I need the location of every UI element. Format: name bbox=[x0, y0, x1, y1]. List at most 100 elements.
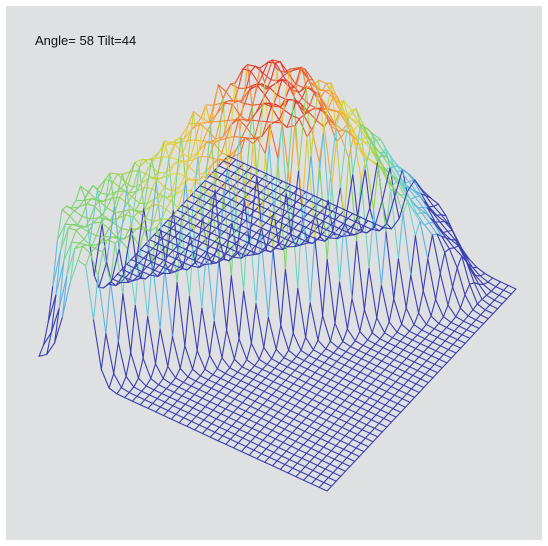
grid-row-segment bbox=[278, 109, 285, 121]
grid-row-segment bbox=[131, 395, 138, 402]
grid-column-segment bbox=[281, 122, 291, 186]
grid-row-segment bbox=[298, 444, 304, 451]
grid-column-segment bbox=[92, 221, 102, 224]
grid-column-segment bbox=[345, 386, 355, 392]
grid-column-segment bbox=[316, 238, 326, 242]
surface-plot[interactable] bbox=[6, 6, 542, 540]
grid-column-segment bbox=[174, 189, 184, 196]
grid-row-segment bbox=[415, 378, 422, 385]
grid-column-segment bbox=[229, 177, 239, 183]
grid-column-segment bbox=[335, 409, 344, 415]
grid-column-segment bbox=[316, 358, 325, 364]
grid-row-segment bbox=[173, 386, 180, 393]
grid-row-segment bbox=[439, 220, 446, 223]
grid-column-segment bbox=[322, 411, 332, 416]
grid-column-segment bbox=[203, 419, 213, 425]
grid-row-segment bbox=[263, 195, 270, 202]
grid-column-segment bbox=[428, 222, 438, 235]
grid-row-segment bbox=[453, 325, 460, 332]
grid-column-segment bbox=[468, 258, 478, 269]
grid-column-segment bbox=[98, 200, 108, 209]
grid-row-segment bbox=[120, 375, 127, 389]
grid-row-segment bbox=[266, 358, 273, 365]
grid-column-segment bbox=[125, 214, 135, 218]
grid-column-segment bbox=[398, 389, 408, 395]
grid-column-segment bbox=[348, 359, 358, 365]
grid-row-segment bbox=[97, 214, 103, 219]
grid-row-segment bbox=[197, 242, 203, 249]
grid-column-segment bbox=[218, 391, 228, 396]
grid-column-segment bbox=[430, 315, 440, 325]
grid-column-segment bbox=[356, 168, 366, 217]
grid-column-segment bbox=[293, 454, 303, 459]
grid-row-segment bbox=[226, 425, 233, 432]
grid-column-segment bbox=[424, 373, 434, 379]
grid-row-segment bbox=[315, 437, 321, 445]
grid-column-segment bbox=[353, 354, 363, 360]
grid-row-segment bbox=[346, 452, 353, 459]
grid-column-segment bbox=[272, 105, 282, 108]
grid-row-segment bbox=[244, 89, 250, 105]
grid-column-segment bbox=[274, 212, 284, 218]
grid-row-segment bbox=[184, 295, 191, 347]
grid-row-segment bbox=[203, 414, 210, 421]
grid-row-segment bbox=[291, 356, 297, 363]
grid-column-segment bbox=[339, 369, 349, 375]
grid-row-segment bbox=[311, 358, 318, 365]
grid-row-segment bbox=[204, 210, 211, 217]
grid-column-segment bbox=[227, 381, 237, 387]
grid-column-segment bbox=[243, 198, 253, 203]
grid-column-segment bbox=[351, 368, 361, 373]
grid-column-segment bbox=[275, 348, 285, 359]
grid-column-segment bbox=[443, 353, 453, 359]
grid-row-segment bbox=[137, 357, 144, 379]
grid-column-segment bbox=[313, 420, 323, 426]
grid-column-segment bbox=[342, 222, 352, 228]
grid-column-segment bbox=[341, 462, 351, 467]
grid-row-segment bbox=[317, 375, 324, 382]
grid-column-segment bbox=[98, 239, 108, 245]
grid-row-segment bbox=[387, 337, 393, 344]
grid-column-segment bbox=[264, 461, 274, 467]
grid-column-segment bbox=[234, 68, 244, 84]
grid-column-segment bbox=[315, 442, 325, 448]
grid-row-segment bbox=[106, 197, 113, 209]
grid-row-segment bbox=[242, 432, 248, 439]
grid-row-segment bbox=[260, 412, 267, 419]
grid-column-segment bbox=[268, 195, 277, 201]
grid-column-segment bbox=[156, 397, 166, 403]
grid-column-segment bbox=[433, 222, 443, 237]
grid-column-segment bbox=[146, 158, 156, 161]
grid-column-segment bbox=[201, 397, 211, 403]
grid-column-segment bbox=[188, 295, 198, 352]
grid-column-segment bbox=[426, 360, 436, 365]
grid-column-segment bbox=[288, 423, 298, 429]
grid-column-segment bbox=[490, 290, 500, 296]
grid-row-segment bbox=[321, 419, 327, 426]
grid-column-segment bbox=[166, 268, 176, 273]
grid-column-segment bbox=[229, 212, 239, 218]
grid-row-segment bbox=[134, 202, 141, 212]
grid-column-segment bbox=[331, 401, 341, 406]
grid-row-segment bbox=[316, 198, 322, 205]
grid-column-segment bbox=[215, 382, 225, 388]
grid-column-segment bbox=[309, 81, 318, 90]
grid-row-segment bbox=[50, 293, 57, 333]
grid-column-segment bbox=[262, 439, 272, 445]
grid-row-segment bbox=[374, 338, 381, 345]
grid-row-segment bbox=[269, 177, 276, 184]
grid-row-segment bbox=[203, 379, 209, 386]
grid-column-segment bbox=[239, 64, 249, 133]
grid-column-segment bbox=[175, 413, 185, 419]
grid-row-segment bbox=[343, 359, 350, 366]
grid-row-segment bbox=[113, 205, 120, 250]
grid-row-segment bbox=[339, 364, 346, 371]
grid-column-segment bbox=[230, 275, 240, 340]
grid-row-segment bbox=[224, 367, 231, 374]
grid-row-segment bbox=[284, 423, 290, 430]
grid-column-segment bbox=[285, 189, 294, 194]
grid-column-segment bbox=[308, 354, 318, 360]
grid-column-segment bbox=[367, 375, 377, 380]
grid-row-segment bbox=[235, 115, 241, 121]
grid-column-segment bbox=[148, 394, 158, 400]
